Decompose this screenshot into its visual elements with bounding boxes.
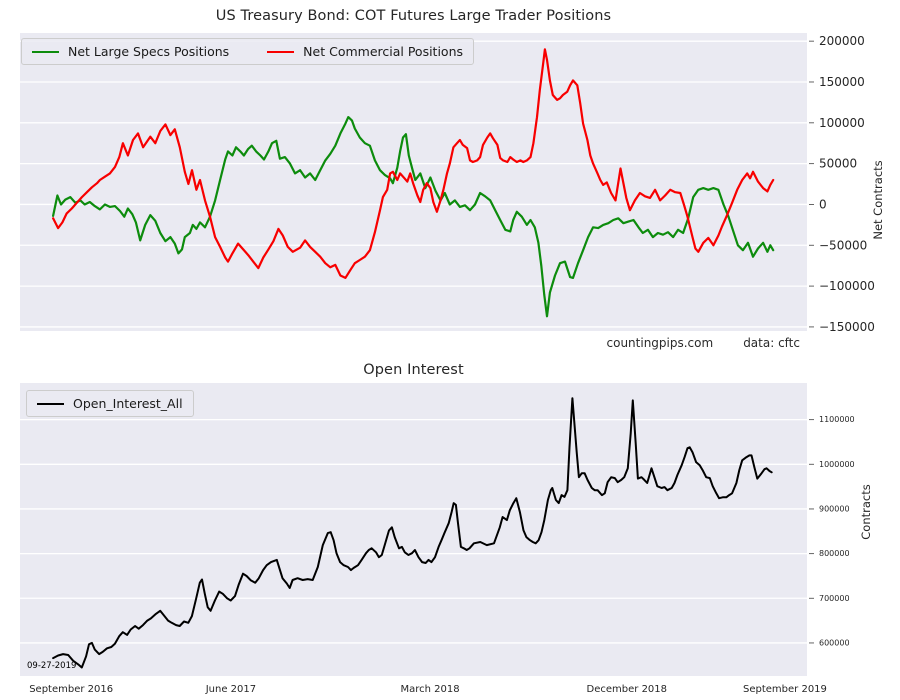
latest-report-date-annotation: 09-27-2019 [27, 661, 77, 671]
chart-credits: countingpips.com data: cftc [400, 336, 801, 350]
cot-y-axis-title: Net Contracts [871, 160, 885, 239]
legend-entry-commercials: Net Commercial Positions [267, 44, 463, 59]
credit-source: data: cftc [743, 336, 800, 350]
oi-chart-title: Open Interest [363, 362, 464, 378]
red-line-swatch [267, 50, 295, 53]
x-tick-label: June 2017 [205, 684, 256, 695]
plot-background [20, 383, 807, 676]
legend-label-commercials: Net Commercial Positions [303, 44, 464, 59]
y-tick-label: 0 [819, 197, 827, 211]
legend-label-large-specs: Net Large Specs Positions [68, 44, 230, 59]
black-line-swatch [37, 402, 64, 405]
y-tick-label: −150000 [819, 320, 875, 334]
green-line-swatch [32, 50, 59, 53]
y-tick-label: 50000 [819, 157, 857, 171]
credit-site: countingpips.com [606, 336, 714, 350]
series-line-open-interest-all [52, 397, 773, 669]
y-tick-label: 900000 [819, 505, 850, 514]
y-tick-label: −100000 [819, 279, 875, 293]
x-tick-label: March 2018 [400, 684, 459, 695]
series-line-net-commercial-positions [52, 48, 775, 279]
cot-legend: Net Large Specs Positions Net Commercial… [21, 38, 475, 65]
series-line-net-large-specs-positions [52, 116, 775, 318]
y-tick-label: 200000 [819, 34, 865, 48]
x-tick-label: December 2018 [587, 684, 667, 695]
cot-chart-title: US Treasury Bond: COT Futures Large Trad… [215, 8, 612, 24]
y-tick-label: 600000 [819, 639, 850, 648]
oi-y-axis-title: Contracts [859, 484, 873, 539]
y-tick-label: 150000 [819, 75, 865, 89]
y-tick-label: −50000 [819, 238, 867, 252]
legend-label-open-interest: Open_Interest_All [73, 396, 183, 411]
y-tick-label: 800000 [819, 549, 850, 558]
x-tick-label: September 2019 [743, 684, 827, 695]
oi-legend: Open_Interest_All [26, 390, 194, 417]
cot-positions-plot: 200000 150000 100000 50000 0 −50000 −100000 −15… [20, 33, 875, 334]
y-tick-label: 1100000 [819, 415, 855, 424]
open-interest-plot: 1100000 1000000 900000 800000 700000 600000 Se… [20, 383, 855, 695]
x-tick-label: September 2016 [29, 684, 113, 695]
legend-entry-large-specs: Net Large Specs Positions [32, 44, 229, 59]
y-tick-label: 700000 [819, 594, 850, 603]
legend-entry-open-interest: Open_Interest_All [37, 396, 183, 411]
y-tick-label: 1000000 [819, 460, 855, 469]
y-tick-label: 100000 [819, 116, 865, 130]
